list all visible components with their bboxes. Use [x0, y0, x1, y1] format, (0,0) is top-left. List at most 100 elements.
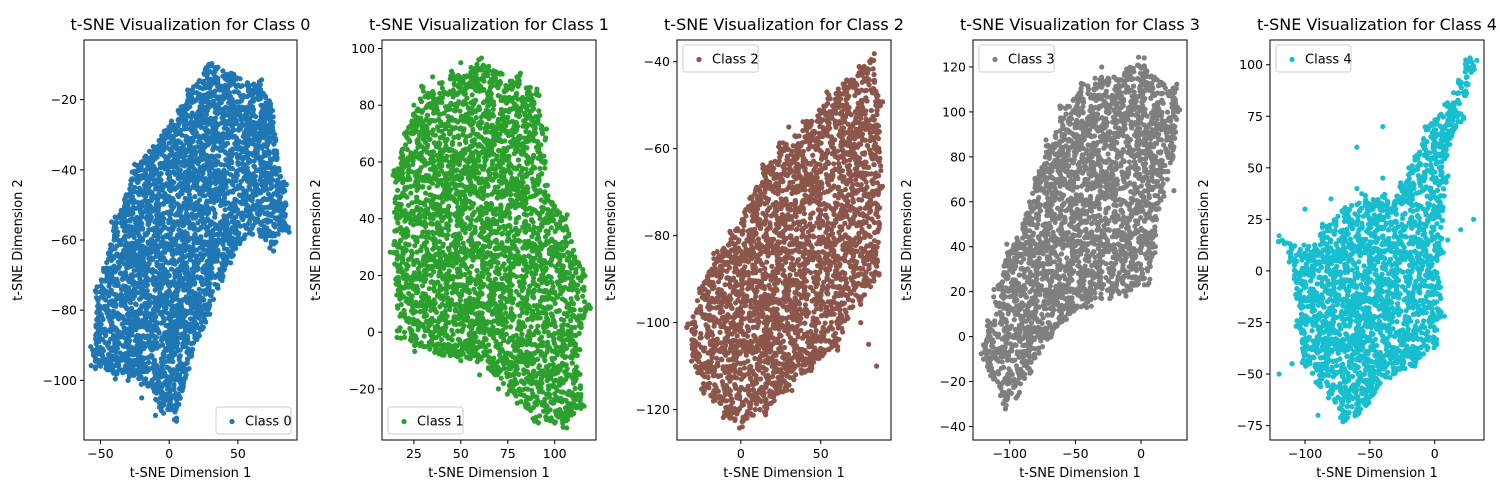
scatter-point: [180, 320, 186, 326]
scatter-point: [264, 225, 270, 231]
scatter-point: [172, 261, 178, 267]
scatter-point: [228, 97, 234, 103]
scatter-point: [106, 277, 112, 283]
scatter-point: [215, 64, 221, 70]
scatter-point: [164, 269, 170, 275]
scatter-point: [231, 241, 237, 247]
scatter-point: [98, 294, 104, 300]
scatter-point: [227, 228, 233, 234]
scatter-point: [187, 195, 193, 201]
scatter-point: [178, 228, 184, 234]
scatter-point: [219, 175, 225, 181]
scatter-point: [120, 223, 126, 229]
scatter-point: [175, 166, 181, 172]
scatter-point: [128, 182, 134, 188]
scatter-point: [258, 121, 264, 127]
scatter-point: [136, 280, 142, 286]
scatter-point: [230, 182, 236, 188]
scatter-point: [177, 282, 183, 288]
scatter-point: [94, 284, 100, 290]
scatter-point: [153, 334, 160, 340]
scatter-point: [138, 159, 145, 165]
scatter-point: [206, 187, 212, 193]
scatter-point: [408, 190, 414, 196]
scatter-point: [207, 159, 213, 165]
scatter-point: [201, 71, 207, 77]
scatter-point: [568, 296, 574, 302]
scatter-point: [228, 188, 235, 194]
scatter-point: [129, 345, 135, 351]
scatter-point: [221, 90, 227, 96]
scatter-point: [147, 335, 153, 341]
scatter-point: [187, 257, 193, 263]
scatter-point: [205, 310, 212, 317]
scatter-point: [158, 285, 164, 291]
scatter-point: [161, 353, 167, 359]
scatter-point: [146, 312, 152, 318]
scatter-point: [100, 336, 106, 342]
scatter-point: [238, 123, 244, 129]
scatter-point: [137, 226, 143, 232]
scatter-point: [272, 202, 278, 208]
scatter-point: [159, 149, 165, 155]
scatter-point: [490, 106, 496, 112]
scatter-point: [228, 260, 234, 266]
scatter-point: [167, 170, 173, 176]
scatter-point: [183, 148, 189, 154]
scatter-point: [187, 138, 193, 144]
scatter-point: [230, 252, 236, 258]
scatter-point: [125, 377, 131, 383]
scatter-point: [192, 330, 198, 336]
scatter-point: [190, 129, 196, 136]
scatter-point: [195, 173, 201, 180]
scatter-point: [137, 220, 143, 226]
scatter-point: [134, 239, 140, 245]
scatter-point: [144, 292, 151, 298]
scatter-point: [223, 157, 229, 163]
scatter-point: [227, 155, 233, 161]
scatter-point: [166, 186, 173, 192]
scatter-point: [130, 367, 137, 373]
scatter-point: [214, 111, 220, 117]
scatter-point: [127, 358, 133, 364]
scatter-point: [261, 162, 268, 168]
scatter-point: [199, 324, 205, 330]
y-tick-label: −60: [51, 233, 77, 248]
scatter-point: [158, 275, 164, 281]
scatter-point: [181, 107, 187, 113]
scatter-point: [168, 231, 174, 237]
scatter-point: [99, 352, 105, 358]
scatter-point: [245, 93, 251, 99]
scatter-point: [159, 270, 166, 276]
scatter-point: [146, 359, 152, 365]
legend-box: [215, 406, 292, 435]
scatter-point: [237, 166, 243, 172]
scatter-point: [166, 220, 172, 226]
scatter-point: [248, 193, 254, 199]
scatter-point: [160, 250, 166, 256]
scatter-point: [192, 279, 198, 285]
scatter-point: [185, 87, 191, 93]
scatter-point: [124, 305, 130, 311]
scatter-point: [217, 266, 223, 272]
scatter-point: [201, 79, 207, 85]
scatter-point: [161, 128, 167, 134]
scatter-point: [206, 282, 212, 288]
scatter-point: [152, 193, 159, 200]
scatter-point: [118, 286, 125, 292]
scatter-point: [131, 230, 137, 236]
scatter-point: [240, 194, 246, 200]
scatter-point: [199, 276, 205, 282]
scatter-point: [168, 180, 174, 186]
scatter-point: [220, 233, 226, 239]
scatter-point: [183, 137, 189, 144]
scatter-point: [198, 235, 204, 242]
scatter-point: [267, 245, 273, 251]
scatter-point: [205, 239, 211, 245]
scatter-point: [255, 216, 261, 222]
scatter-point: [221, 237, 227, 243]
scatter-point: [266, 98, 272, 104]
scatter-point: [249, 225, 255, 231]
scatter-point: [153, 313, 159, 320]
scatter-point: [149, 353, 155, 359]
